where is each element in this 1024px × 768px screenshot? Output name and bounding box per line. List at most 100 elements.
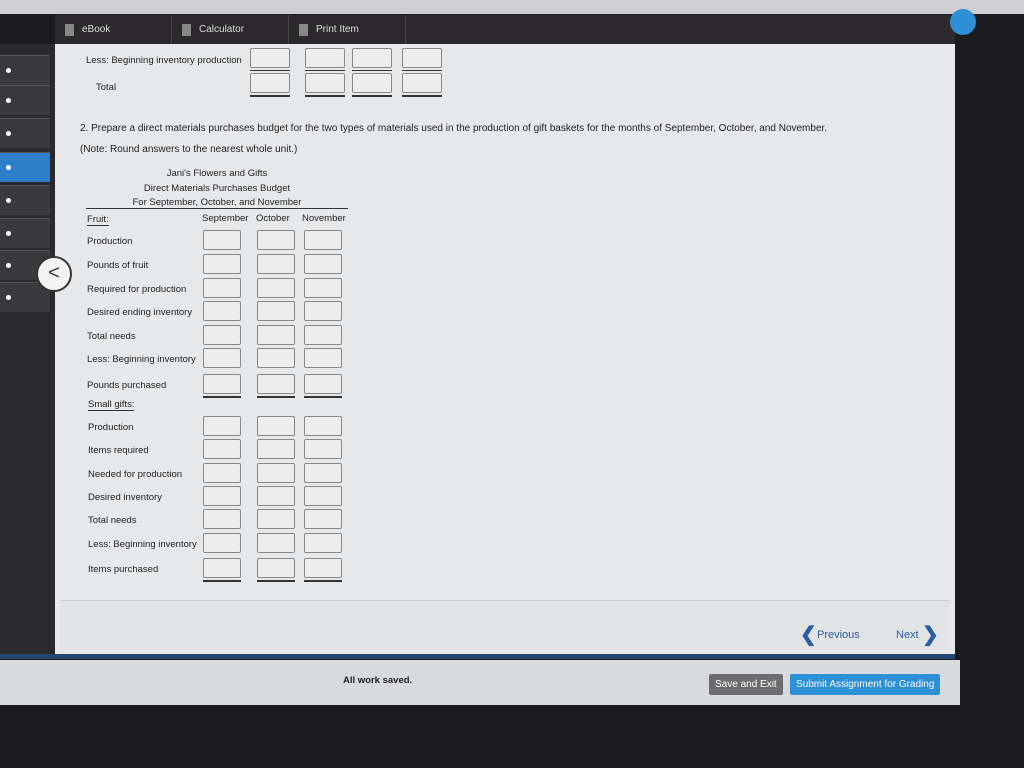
column-november: November <box>302 213 346 224</box>
amount-input[interactable] <box>203 486 241 506</box>
dot-icon <box>6 98 11 103</box>
row-label: Less: Beginning inventory production <box>86 55 242 66</box>
amount-input[interactable] <box>250 48 290 68</box>
amount-input[interactable] <box>257 533 295 553</box>
row-label: Less: Beginning inventory <box>87 354 196 365</box>
sidebar-item[interactable] <box>0 55 50 85</box>
amount-input[interactable] <box>257 374 295 394</box>
amount-input[interactable] <box>304 463 342 483</box>
underline <box>352 70 392 71</box>
amount-input[interactable] <box>203 278 241 298</box>
amount-input[interactable] <box>257 486 295 506</box>
amount-input[interactable] <box>203 254 241 274</box>
row-label: Production <box>87 236 133 247</box>
amount-input[interactable] <box>304 254 342 274</box>
amount-input[interactable] <box>257 254 295 274</box>
double-underline <box>257 396 295 398</box>
amount-input[interactable] <box>304 374 342 394</box>
company-name: Jani's Flowers and Gifts <box>166 168 268 179</box>
underline <box>305 70 345 71</box>
amount-input[interactable] <box>304 301 342 321</box>
amount-input[interactable] <box>203 509 241 529</box>
amount-input[interactable] <box>203 416 241 436</box>
calculator-button[interactable]: Calculator <box>172 15 289 44</box>
amount-input[interactable] <box>203 348 241 368</box>
submit-button[interactable]: Submit Assignment for Grading <box>790 674 941 695</box>
amount-input[interactable] <box>352 48 392 68</box>
previous-button[interactable]: Previous <box>817 629 860 641</box>
chevron-left-icon[interactable]: ❮ <box>800 624 817 646</box>
amount-input[interactable] <box>352 73 392 93</box>
amount-input[interactable] <box>203 301 241 321</box>
print-item-button[interactable]: Print Item <box>289 15 406 44</box>
budget-title: Direct Materials Purchases Budget <box>143 183 291 194</box>
row-label: Required for production <box>87 284 187 295</box>
amount-input[interactable] <box>257 439 295 459</box>
chevron-right-icon[interactable]: ❯ <box>922 624 939 646</box>
small-gifts-heading: Small gifts: <box>88 399 135 411</box>
amount-input[interactable] <box>257 301 295 321</box>
amount-input[interactable] <box>257 416 295 436</box>
amount-input[interactable] <box>257 463 295 483</box>
amount-input[interactable] <box>203 463 241 483</box>
underline <box>352 95 392 97</box>
amount-input[interactable] <box>305 48 345 68</box>
amount-input[interactable] <box>304 533 342 553</box>
column-september: September <box>202 213 249 224</box>
row-label: Pounds of fruit <box>87 260 149 271</box>
row-label: Items purchased <box>88 564 159 575</box>
sidebar-item[interactable] <box>0 118 50 148</box>
amount-input[interactable] <box>257 278 295 298</box>
divider <box>0 654 955 659</box>
amount-input[interactable] <box>304 486 342 506</box>
amount-input[interactable] <box>203 558 241 578</box>
dot-icon <box>6 263 11 268</box>
amount-input[interactable] <box>304 230 342 250</box>
amount-input[interactable] <box>203 374 241 394</box>
amount-input[interactable] <box>203 439 241 459</box>
amount-input[interactable] <box>402 73 442 93</box>
amount-input[interactable] <box>250 73 290 93</box>
double-underline <box>304 396 342 398</box>
amount-input[interactable] <box>304 558 342 578</box>
amount-input[interactable] <box>257 558 295 578</box>
next-button[interactable]: Next <box>896 629 919 641</box>
ebook-button[interactable]: eBook <box>55 15 172 44</box>
amount-input[interactable] <box>203 533 241 553</box>
amount-input[interactable] <box>304 325 342 345</box>
amount-input[interactable] <box>203 230 241 250</box>
row-label: Less: Beginning inventory <box>88 539 197 550</box>
amount-input[interactable] <box>305 73 345 93</box>
amount-input[interactable] <box>203 325 241 345</box>
collapse-sidebar-button[interactable]: < <box>36 256 72 292</box>
sidebar-item[interactable] <box>0 85 50 115</box>
sidebar-item[interactable] <box>0 185 50 215</box>
amount-input[interactable] <box>257 230 295 250</box>
row-label: Needed for production <box>88 469 183 480</box>
nav-bar <box>60 600 950 650</box>
help-icon[interactable] <box>950 9 976 35</box>
save-status: All work saved. <box>343 675 413 686</box>
save-exit-button[interactable]: Save and Exit <box>709 674 783 695</box>
toolbar: eBook Calculator Print Item <box>55 15 955 44</box>
amount-input[interactable] <box>257 348 295 368</box>
fruit-heading: Fruit: <box>87 214 109 226</box>
double-underline <box>203 580 241 582</box>
amount-input[interactable] <box>257 325 295 345</box>
sidebar-item[interactable] <box>0 218 50 248</box>
row-label: Total <box>96 82 117 93</box>
dot-icon <box>6 231 11 236</box>
amount-input[interactable] <box>304 278 342 298</box>
underline <box>305 95 345 97</box>
question-text: 2. Prepare a direct materials purchases … <box>80 123 828 134</box>
amount-input[interactable] <box>402 48 442 68</box>
dot-icon <box>6 165 11 170</box>
amount-input[interactable] <box>304 439 342 459</box>
amount-input[interactable] <box>257 509 295 529</box>
amount-input[interactable] <box>304 416 342 436</box>
book-icon <box>65 23 74 36</box>
amount-input[interactable] <box>304 509 342 529</box>
sidebar-item[interactable] <box>0 152 50 182</box>
underline <box>402 95 442 97</box>
amount-input[interactable] <box>304 348 342 368</box>
